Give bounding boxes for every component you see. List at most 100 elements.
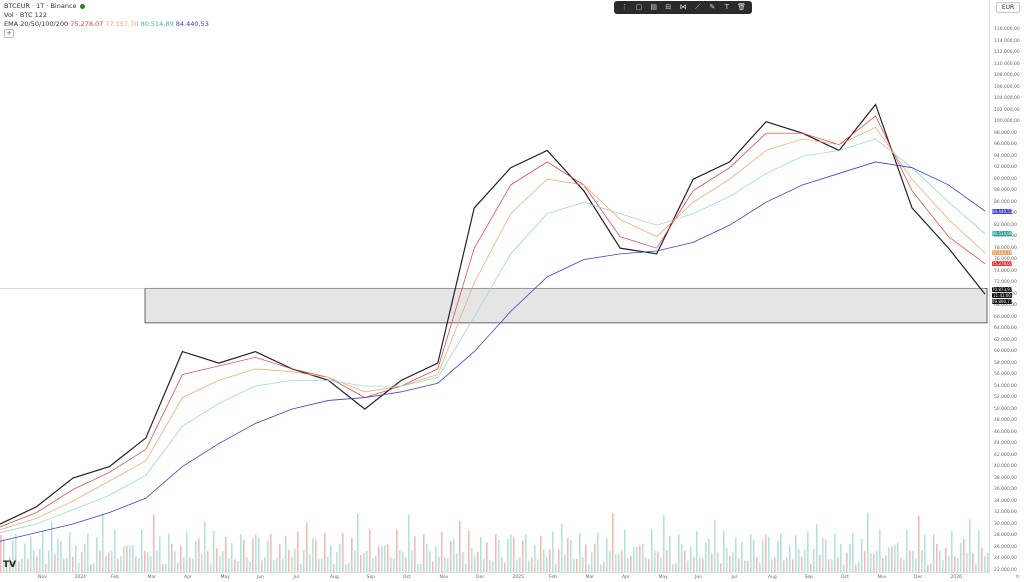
volume-bar xyxy=(678,534,680,575)
volume-bar xyxy=(618,553,620,575)
volume-bar xyxy=(663,515,665,575)
volume-bar xyxy=(246,557,248,575)
ruler-icon[interactable]: ⊟ xyxy=(665,3,672,11)
volume-bar xyxy=(825,539,827,575)
volume-bar xyxy=(801,556,803,575)
series-lines xyxy=(0,103,986,542)
brush-icon[interactable]: ✎ xyxy=(709,3,716,11)
volume-bar xyxy=(90,564,92,575)
settings-icon[interactable]: ⚙ xyxy=(1015,574,1020,580)
volume-bar xyxy=(351,537,353,575)
time-tick-label: 2024 xyxy=(74,575,86,580)
text-icon[interactable]: T xyxy=(724,3,730,11)
volume-bar xyxy=(489,559,491,575)
volume-bar xyxy=(195,541,197,575)
volume-bar xyxy=(912,551,914,575)
price-tick-label: 66.000,00 xyxy=(994,314,1017,320)
price-tick-label: 42.000,00 xyxy=(994,452,1017,458)
trash-icon[interactable]: 🗑 xyxy=(737,3,747,11)
volume-bar xyxy=(534,544,536,575)
volume-bar xyxy=(948,556,950,575)
add-indicator-icon[interactable]: + xyxy=(4,29,14,38)
price-tag: 75.278,07 xyxy=(992,261,1013,267)
volume-bar xyxy=(387,544,389,575)
trend-line-icon[interactable]: ⟋ xyxy=(695,3,701,11)
volume-bar xyxy=(648,559,650,575)
volume-bar xyxy=(12,540,14,575)
volume-bar xyxy=(342,533,344,575)
volume-bar xyxy=(870,553,872,575)
volume-bar xyxy=(726,547,728,575)
ema-legend[interactable]: EMA 20/50/100/200 75.278,07 77.157,70 80… xyxy=(4,20,209,29)
volume-bar xyxy=(540,535,542,575)
volume-bar xyxy=(198,538,200,575)
time-tick-label: Mar xyxy=(585,575,595,580)
volume-bar xyxy=(573,559,575,575)
drag-handle-icon[interactable]: ⋮ xyxy=(620,3,628,11)
volume-bar xyxy=(117,558,119,575)
volume-bar xyxy=(537,559,539,575)
price-tick-label: 84.000,00 xyxy=(994,211,1017,217)
time-tick-label: Feb xyxy=(111,575,119,580)
volume-bar xyxy=(303,550,305,575)
volume-bar xyxy=(384,545,386,575)
volume-bar xyxy=(81,551,83,575)
time-axis[interactable]: Nov 2024 Feb Mar Apr May Jun Jul Aug Sep Oct Nov Dec… xyxy=(0,572,990,582)
symbol-title[interactable]: BTCEUR · 1T · Binance xyxy=(4,2,77,10)
price-tick-label: 106.000,00 xyxy=(994,84,1020,90)
volume-bar xyxy=(33,550,35,575)
price-tick-label: 54.000,00 xyxy=(994,383,1017,389)
volume-bar xyxy=(411,550,413,575)
ema-20-value: 75.278,07 xyxy=(70,20,104,28)
volume-bar xyxy=(942,559,944,575)
volume-bar xyxy=(99,550,101,575)
volume-bar xyxy=(963,539,965,575)
volume-bar xyxy=(126,546,128,575)
price-tag: 11:41:00 xyxy=(992,292,1012,298)
volume-bar xyxy=(414,536,416,575)
support-zone xyxy=(144,287,988,324)
volume-bar xyxy=(888,547,890,575)
volume-bar xyxy=(72,556,74,575)
template-icon[interactable]: ▤ xyxy=(650,3,657,11)
volume-bar xyxy=(441,531,443,575)
tradingview-logo[interactable]: TV xyxy=(3,560,17,570)
time-tick-label: Aug xyxy=(768,575,777,580)
pattern-icon[interactable]: ⋈ xyxy=(679,3,687,11)
volume-bar xyxy=(288,549,290,575)
chart-legend: BTCEUR · 1T · Binance Vol · BTC 122 EMA … xyxy=(4,2,209,38)
volume-bar xyxy=(216,548,218,575)
time-tick-label: Feb xyxy=(549,575,557,580)
volume-bar xyxy=(345,564,347,575)
series-line-ema-50 xyxy=(0,127,986,531)
volume-bar xyxy=(828,559,830,575)
volume-bar xyxy=(156,550,158,575)
volume-bar xyxy=(609,550,611,575)
volume-bar xyxy=(360,554,362,575)
volume-bar xyxy=(279,544,281,575)
volume-bar xyxy=(957,558,959,575)
price-tick-label: 88.000,00 xyxy=(994,188,1017,194)
time-tick-label: Dec xyxy=(476,575,485,580)
volume-bar xyxy=(48,550,50,575)
price-tick-label: 30.000,00 xyxy=(994,521,1017,527)
volume-bar xyxy=(915,558,917,575)
volume-bar xyxy=(228,558,230,575)
volume-bar xyxy=(528,560,530,575)
volume-bar xyxy=(273,560,275,575)
volume-bar xyxy=(132,545,134,575)
time-tick-label: May xyxy=(658,575,668,580)
currency-selector[interactable]: EUR xyxy=(996,2,1020,13)
ema-200-value: 84.440,53 xyxy=(175,20,209,28)
volume-bar xyxy=(144,550,146,575)
volume-bar xyxy=(579,532,581,575)
price-chart[interactable] xyxy=(0,0,990,582)
volume-bar xyxy=(690,547,692,575)
price-tick-label: 58.000,00 xyxy=(994,360,1017,366)
price-scale[interactable]: EUR 116.000,00 114.000,00 112.000,00 110.00… xyxy=(989,0,1024,582)
volume-bar xyxy=(282,559,284,575)
volume-bar xyxy=(111,550,113,575)
volume-bar xyxy=(849,543,851,575)
price-tick-label: 72.000,00 xyxy=(994,280,1017,286)
rectangle-icon[interactable]: ▢ xyxy=(635,3,643,11)
